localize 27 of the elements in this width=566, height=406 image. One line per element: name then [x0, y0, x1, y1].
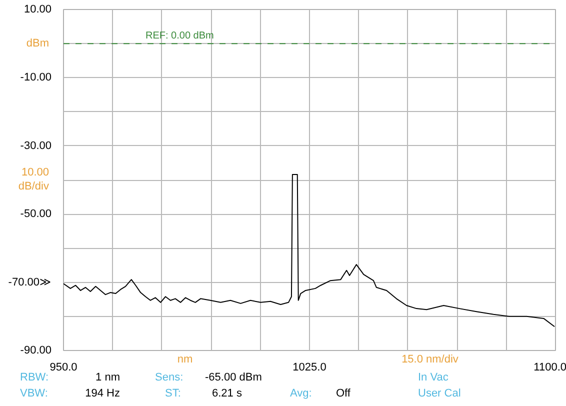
- y-tick-label: -30.00: [20, 140, 52, 152]
- text: RBW:: [20, 372, 49, 384]
- text: VBW:: [20, 388, 48, 400]
- text: ST:: [165, 388, 181, 400]
- text: 1 nm: [96, 372, 120, 384]
- y-tick-label: -10.00: [20, 72, 52, 84]
- text: -65.00 dBm: [205, 372, 262, 384]
- text: 6.21 s: [212, 388, 242, 400]
- text: In Vac: [418, 372, 448, 384]
- x-tick-label: 1100.0: [534, 362, 566, 374]
- y-tick-label: 10.00: [24, 4, 52, 16]
- text: 194 Hz: [85, 388, 120, 400]
- text: Off: [336, 388, 350, 400]
- text: Sens:: [155, 372, 184, 384]
- text: Avg:: [290, 388, 312, 400]
- ref-line-label: REF: 0.00 dBm: [146, 30, 214, 42]
- text: 15.0 nm/div: [402, 354, 458, 366]
- text: dB/div: [18, 180, 49, 194]
- text: User Cal: [418, 388, 461, 400]
- text: dBm: [26, 38, 49, 50]
- y-tick-label: -70.00≫: [8, 276, 52, 288]
- x-tick-label: 1025.0: [292, 362, 326, 374]
- line-series: [64, 174, 556, 328]
- x-tick-label: 950.0: [50, 362, 78, 374]
- y-tick-label: -90.00: [20, 344, 52, 356]
- y-tick-label: -50.00: [20, 208, 52, 220]
- text: nm: [177, 354, 193, 366]
